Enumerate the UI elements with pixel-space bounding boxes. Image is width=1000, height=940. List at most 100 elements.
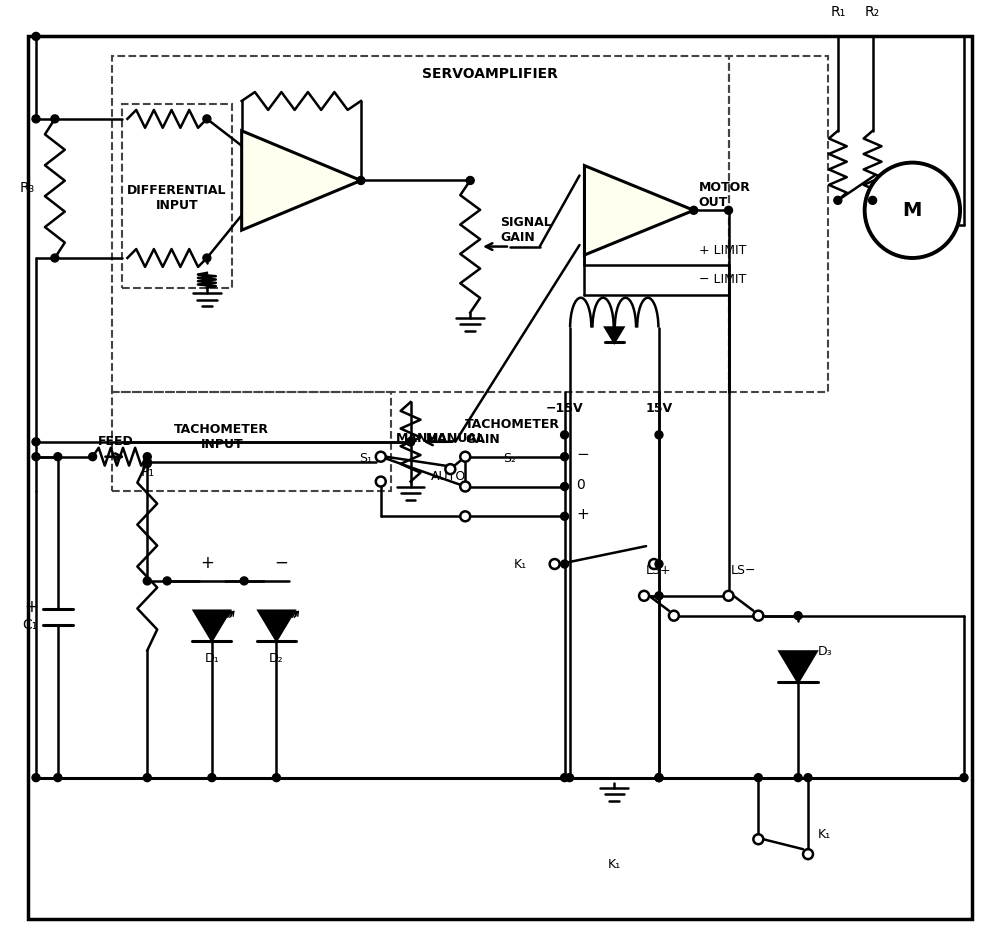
Text: K₁: K₁ (513, 557, 526, 571)
Circle shape (753, 835, 763, 844)
Circle shape (445, 464, 455, 474)
Circle shape (32, 774, 40, 782)
Circle shape (407, 438, 415, 446)
Circle shape (561, 512, 569, 521)
Text: R₃: R₃ (20, 181, 35, 196)
Circle shape (32, 33, 40, 40)
Polygon shape (259, 611, 294, 640)
Circle shape (669, 611, 679, 620)
Circle shape (655, 774, 663, 782)
Circle shape (753, 611, 763, 620)
Text: LS−: LS− (731, 565, 756, 577)
Polygon shape (242, 131, 361, 230)
Text: −15V: −15V (546, 402, 583, 415)
Text: D₁: D₁ (205, 652, 219, 665)
Circle shape (143, 460, 151, 467)
Circle shape (566, 774, 574, 782)
Circle shape (834, 196, 842, 204)
Circle shape (561, 560, 569, 568)
Bar (112, 56, 729, 392)
Polygon shape (605, 327, 623, 342)
Text: D₃: D₃ (818, 645, 833, 658)
Circle shape (54, 774, 62, 782)
Circle shape (655, 560, 663, 568)
Circle shape (794, 774, 802, 782)
Text: K₁: K₁ (608, 857, 621, 870)
Circle shape (655, 592, 663, 600)
Circle shape (143, 774, 151, 782)
Circle shape (208, 774, 216, 782)
Circle shape (460, 481, 470, 492)
Circle shape (804, 774, 812, 782)
Text: AUTO: AUTO (430, 470, 466, 483)
Circle shape (51, 115, 59, 123)
Circle shape (690, 206, 698, 214)
Polygon shape (194, 611, 230, 640)
Circle shape (376, 452, 386, 462)
Text: D₂: D₂ (269, 652, 284, 665)
Text: + LIMIT: + LIMIT (699, 243, 746, 257)
Text: DIFFERENTIAL
INPUT: DIFFERENTIAL INPUT (127, 184, 227, 212)
Circle shape (466, 177, 474, 184)
Text: M: M (903, 201, 922, 220)
Text: TACHOMETER
GAIN: TACHOMETER GAIN (465, 418, 560, 446)
Polygon shape (584, 165, 694, 255)
Circle shape (407, 438, 415, 446)
Circle shape (960, 774, 968, 782)
Circle shape (143, 577, 151, 585)
Text: R₁: R₁ (830, 5, 845, 19)
Circle shape (143, 453, 151, 461)
Text: TACHOMETER
INPUT: TACHOMETER INPUT (174, 423, 269, 451)
Circle shape (865, 163, 960, 258)
Text: R₂: R₂ (865, 5, 880, 19)
Circle shape (240, 577, 248, 585)
Circle shape (357, 177, 365, 184)
Text: SIGNAL
GAIN: SIGNAL GAIN (500, 216, 552, 244)
Circle shape (89, 453, 97, 461)
Circle shape (203, 254, 211, 262)
Circle shape (561, 482, 569, 491)
Circle shape (639, 591, 649, 601)
Circle shape (32, 115, 40, 123)
Text: +: + (200, 554, 214, 572)
Text: 0: 0 (577, 478, 585, 492)
Text: P₁: P₁ (140, 464, 154, 478)
Circle shape (163, 577, 171, 585)
Polygon shape (780, 651, 817, 682)
Circle shape (725, 206, 733, 214)
Text: −: − (274, 554, 288, 572)
Circle shape (550, 559, 560, 569)
Text: SERVOAMPLIFIER: SERVOAMPLIFIER (422, 67, 558, 81)
Text: −: − (577, 447, 589, 462)
Circle shape (376, 477, 386, 487)
Text: MANUAL: MANUAL (396, 432, 455, 446)
Text: MOTOR
OUT: MOTOR OUT (699, 181, 751, 210)
Circle shape (794, 612, 802, 619)
Bar (112, 392, 391, 492)
Text: LS+: LS+ (646, 565, 672, 577)
Circle shape (460, 452, 470, 462)
Circle shape (561, 431, 569, 439)
Circle shape (54, 453, 62, 461)
Text: 15V: 15V (645, 402, 673, 415)
Bar (729, 56, 828, 392)
Circle shape (272, 774, 280, 782)
Circle shape (754, 774, 762, 782)
Bar (122, 104, 232, 288)
Circle shape (561, 453, 569, 461)
Circle shape (32, 453, 40, 461)
Circle shape (143, 458, 151, 465)
Text: K₁: K₁ (818, 828, 831, 840)
Circle shape (649, 559, 659, 569)
Text: S₂: S₂ (503, 452, 516, 465)
Circle shape (803, 849, 813, 859)
Text: FEED: FEED (98, 435, 133, 448)
Circle shape (32, 438, 40, 446)
Text: S₁: S₁ (359, 452, 372, 465)
Circle shape (655, 431, 663, 439)
Text: − LIMIT: − LIMIT (699, 274, 746, 287)
Circle shape (655, 774, 663, 782)
Circle shape (203, 115, 211, 123)
Circle shape (51, 254, 59, 262)
Text: +: + (577, 507, 589, 522)
